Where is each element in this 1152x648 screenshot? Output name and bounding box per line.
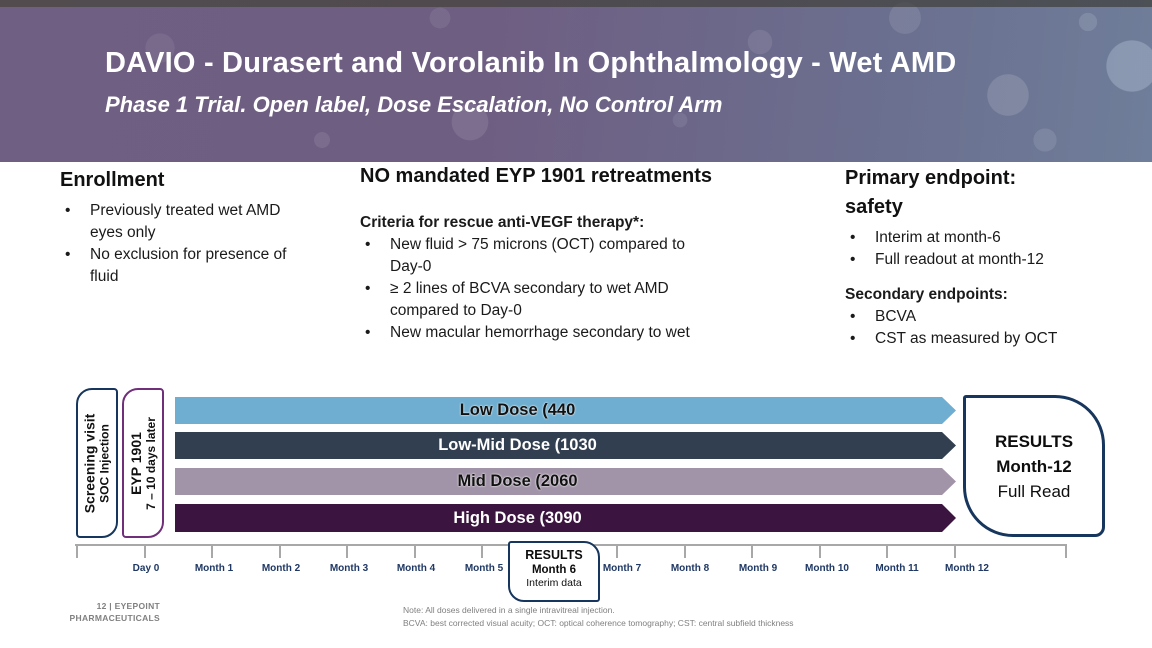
bullet-text: BCVA [875, 308, 917, 325]
bullet-text: CST as measured by OCT [875, 330, 1058, 347]
bullet-text: ≥ 2 lines of BCVA secondary to wet AMD c… [390, 280, 669, 319]
bullet-item: • CST as measured by OCT [845, 328, 1145, 350]
results-month6-line2: Month 6 [531, 564, 577, 576]
dose-arm-label: Low Dose (440 [459, 401, 576, 419]
retreatment-column: NO mandated EYP 1901 retreatments Criter… [360, 162, 800, 344]
enrollment-bullets: • Previously treated wet AMD eyes only • No… [60, 200, 360, 288]
bullet-item: • BCVA [845, 306, 1145, 328]
timeline-tick [1065, 544, 1067, 558]
eyp-1901-line2: 7 – 10 days later [143, 416, 158, 510]
timeline-label: Day 0 [132, 563, 160, 574]
timeline-tick [481, 544, 483, 558]
bullet-text: New macular hemorrhage secondary to wet [390, 324, 690, 341]
bullet-text: New fluid > 75 microns (OCT) compared to… [390, 236, 686, 275]
dose-arm-3: Mid Dose (2060 [175, 468, 956, 495]
bullet-dot: • [365, 236, 371, 253]
dose-arm-1: Low Dose (440 [175, 397, 956, 424]
bullet-item: • Previously treated wet AMD eyes only [60, 200, 360, 244]
timeline-label: Month 9 [738, 563, 778, 574]
bullet-dot: • [850, 229, 856, 246]
results-month6-line3: Interim data [526, 577, 582, 589]
primary-endpoint-bullets: • Interim at month-6 • Full readout at mont… [845, 227, 1145, 271]
bullet-dot: • [65, 202, 71, 219]
bullet-text: Previously treated wet AMD eyes only [90, 202, 281, 241]
timeline-tick [278, 544, 281, 558]
bullet-item: • New macular hemorrhage secondary to wet [360, 322, 800, 344]
secondary-endpoints-heading: Secondary endpoints: [845, 286, 1008, 303]
dose-arm-label: Low-Mid Dose (1030 [438, 436, 597, 454]
timeline-tick [616, 544, 618, 558]
timeline-label: Month 4 [396, 563, 436, 574]
bullet-text: No exclusion for presence of fluid [90, 246, 287, 285]
bullet-item: • Full readout at month-12 [845, 249, 1145, 271]
results-month12-box: RESULTS Month-12 Full Read [963, 395, 1105, 537]
timeline-tick [346, 544, 348, 558]
results-month6-line1: RESULTS [525, 548, 583, 562]
timeline-tick [413, 544, 416, 558]
primary-endpoint-heading: Primary endpoint: safety [845, 167, 1017, 218]
dose-arm-4: High Dose (3090 [175, 504, 956, 532]
header-top-strip [0, 0, 1152, 7]
timeline-label: Month 12 [945, 563, 989, 574]
bullet-item: • Interim at month-6 [845, 227, 1145, 249]
timeline-label: Month 5 [464, 563, 504, 574]
timeline-tick [818, 544, 821, 558]
bullet-dot: • [850, 330, 856, 347]
timeline-label: Month 3 [329, 563, 369, 574]
results-month12-line2: Month-12 [996, 456, 1072, 476]
secondary-endpoint-bullets: • BCVA • CST as measured by OCT [845, 306, 1145, 350]
timeline-tick [143, 544, 146, 558]
timeline-tick [953, 544, 956, 558]
header-banner: DAVIO - Durasert and Vorolanib In Ophtha… [0, 0, 1152, 162]
bullet-dot: • [365, 324, 371, 341]
endpoints-column: Primary endpoint: safety • Interim at mon… [845, 164, 1145, 350]
bullet-item: • ≥ 2 lines of BCVA secondary to wet AMD … [360, 278, 800, 322]
bullet-dot: • [365, 280, 371, 297]
bullet-item: • New fluid > 75 microns (OCT) compared t… [360, 234, 800, 278]
timeline-tick [683, 544, 686, 558]
rescue-criteria-bullets: • New fluid > 75 microns (OCT) compared t… [360, 234, 800, 344]
results-month12-line3: Full Read [997, 481, 1071, 501]
bullet-dot: • [65, 246, 71, 263]
screening-visit-box: Screening visit SOC Injection [76, 388, 118, 538]
bullet-text: Full readout at month-12 [875, 251, 1044, 268]
dose-arm-2: Low-Mid Dose (1030 [175, 432, 956, 459]
bullet-item: • No exclusion for presence of fluid [60, 244, 360, 288]
bullet-dot: • [850, 308, 856, 325]
bullet-dot: • [850, 251, 856, 268]
eyp-1901-text: EYP 1901 7 – 10 days later [128, 417, 159, 510]
timeline-tick [751, 544, 753, 558]
timeline-ruler [75, 544, 1066, 546]
screening-visit-text: Screening visit SOC Injection [82, 413, 113, 513]
rescue-criteria-subheading: Criteria for rescue anti-VEGF therapy*: [360, 214, 645, 231]
timeline-label: Month 11 [875, 563, 919, 574]
dose-arm-label: High Dose (3090 [453, 508, 582, 527]
enrollment-column: Enrollment • Previously treated wet AMD e… [60, 166, 360, 288]
timeline-tick [548, 544, 551, 558]
results-month12-line1: RESULTS [994, 431, 1074, 451]
slide-subtitle: Phase 1 Trial. Open label, Dose Escalati… [105, 92, 723, 117]
timeline-label: Month 8 [670, 563, 710, 574]
timeline-label: Month 10 [805, 563, 849, 574]
bullet-text: Interim at month-6 [875, 229, 1001, 246]
eyp-1901-box: EYP 1901 7 – 10 days later [122, 388, 164, 538]
eyp-1901-line1: EYP 1901 [127, 431, 144, 495]
retreatment-heading: NO mandated EYP 1901 retreatments [360, 165, 713, 187]
enrollment-heading: Enrollment [60, 169, 165, 191]
dose-arm-label: Mid Dose (2060 [457, 472, 578, 490]
timeline-label: Month 1 [194, 563, 234, 574]
slide-number: 12 | EYEPOINT PHARMACEUTICALS [69, 601, 160, 623]
slide-title: DAVIO - Durasert and Vorolanib In Ophtha… [105, 47, 957, 79]
timeline-tick [76, 544, 78, 558]
footnotes: Note: All doses delivered in a single in… [403, 605, 794, 628]
screening-visit-line1: Screening visit [81, 413, 98, 513]
timeline-tick [886, 544, 888, 558]
timeline-label: Month 7 [602, 563, 642, 574]
screening-visit-line2: SOC Injection [97, 423, 112, 503]
timeline-label: Month 2 [261, 563, 301, 574]
results-month6-box: RESULTS Month 6 Interim data [508, 541, 600, 602]
timeline-tick [211, 544, 213, 558]
